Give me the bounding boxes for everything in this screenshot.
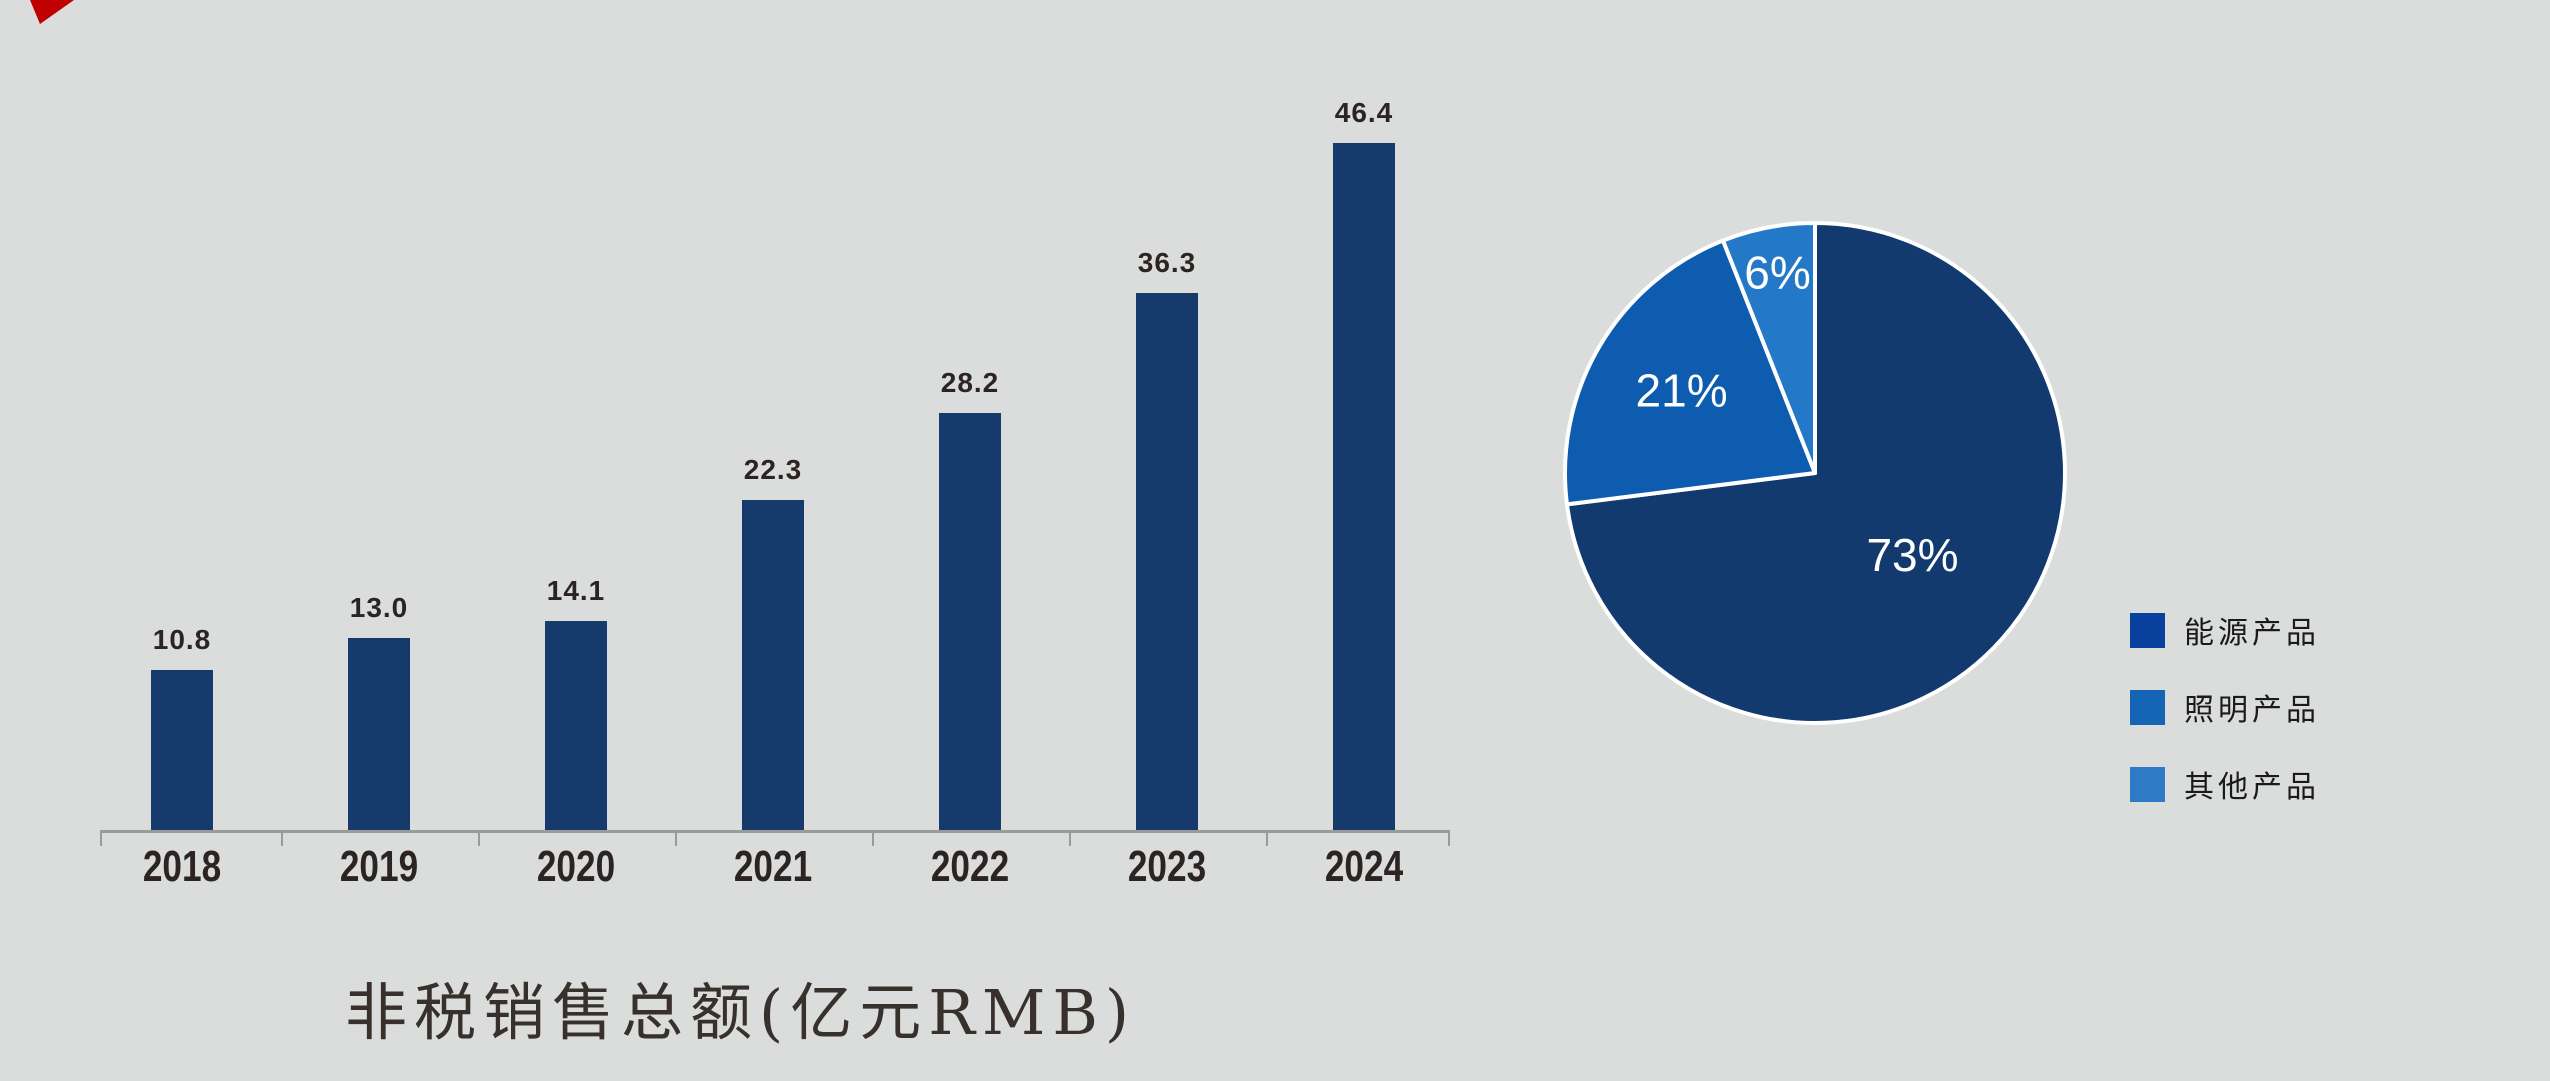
legend-label: 能源产品 <box>2184 617 2320 650</box>
x-axis-label: 2021 <box>733 842 813 891</box>
x-axis-line <box>100 830 1450 833</box>
legend-swatch <box>2130 689 2165 725</box>
pie-slice-label: 73% <box>1866 529 1958 581</box>
x-axis-label: 2023 <box>1127 842 1207 891</box>
bar-value-label: 14.1 <box>546 575 606 606</box>
pie-slice-label: 21% <box>1636 364 1728 416</box>
bar-2019 <box>348 638 410 830</box>
pie-slice-21% <box>1563 238 1817 507</box>
pie-slice-label: 6% <box>1744 247 1810 299</box>
x-axis-label: 2019 <box>339 842 419 891</box>
bar-2018 <box>151 670 213 830</box>
legend-label: 照明产品 <box>2184 694 2320 727</box>
x-axis-label: 2020 <box>536 842 616 891</box>
bar-2024 <box>1333 143 1395 830</box>
bar-chart-title: 非税销售总额(亿元RMB) <box>345 976 1137 1049</box>
legend-swatch <box>2130 612 2165 648</box>
bar-value-label: 13.0 <box>349 592 409 623</box>
x-axis-tick <box>1068 833 1071 846</box>
bar-2021 <box>742 500 804 830</box>
bar-value-label: 28.2 <box>940 367 1000 398</box>
x-axis-tick <box>871 833 874 846</box>
bar-chart: 10.8 2018 13.0 2019 14.1 2020 22.3 2021 28.2 2022… <box>100 97 1450 891</box>
x-axis-tick <box>280 833 283 846</box>
legend-label: 其他产品 <box>2184 771 2320 804</box>
bar-value-label: 10.8 <box>152 624 212 655</box>
bar-value-label: 46.4 <box>1334 97 1394 128</box>
pie-chart: 73% 21% 6% <box>1563 221 2067 725</box>
legend-item: 能源产品 <box>2130 608 2320 652</box>
x-axis-tick <box>100 833 102 846</box>
pie-legend: 能源产品照明产品其他产品 <box>2130 608 2320 806</box>
legend-item: 照明产品 <box>2130 685 2320 729</box>
x-axis-tick <box>1265 833 1268 846</box>
x-axis-tick <box>674 833 677 846</box>
bar-2020 <box>545 621 607 830</box>
bar-value-label: 36.3 <box>1137 247 1197 278</box>
x-axis-label: 2018 <box>142 842 222 891</box>
bar-2022 <box>939 413 1001 830</box>
legend-item: 其他产品 <box>2130 762 2320 806</box>
x-axis-tick <box>477 833 480 846</box>
bar-2023 <box>1136 293 1198 830</box>
bar-value-label: 22.3 <box>743 454 803 485</box>
corner-logo-mark <box>30 0 74 24</box>
x-axis-label: 2024 <box>1324 842 1404 891</box>
corner-logo-triangle <box>30 0 74 24</box>
pie-slice-6% <box>1720 221 1817 475</box>
legend-swatch <box>2130 766 2165 802</box>
x-axis-tick <box>1448 833 1450 846</box>
x-axis-label: 2022 <box>930 842 1010 891</box>
